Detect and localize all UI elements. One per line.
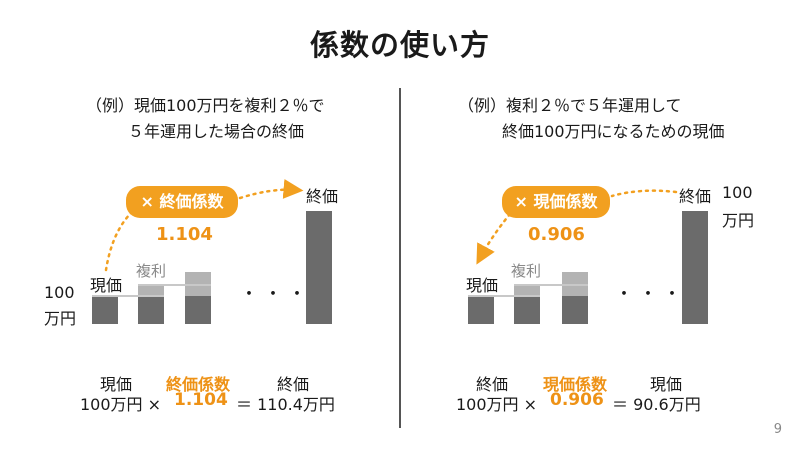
right-formula-bottom-mid: 0.906 [550,390,604,410]
left-start-amount-line2: 万円 [44,309,77,328]
right-pill-label: 現価係数 [533,192,598,211]
right-label-current: 現価 [466,276,499,295]
right-formula-top-right: 現価 [650,375,683,394]
right-bar-final [682,211,708,324]
right-example-line1: （例）複利２％で５年運用して [458,96,682,115]
left-formula-bottom-mid: 1.104 [174,390,228,410]
left-formula-bottom-left: 100万円 × [80,395,162,414]
right-end-amount-line2: 万円 [722,211,755,230]
left-label-final: 終価 [306,187,339,206]
right-formula-bottom-right: ＝ 90.6万円 [612,395,701,414]
left-coefficient-pill: × 終価係数 [126,186,238,218]
left-bar-year1-interest [138,285,164,296]
right-formula-top-left: 終価 [476,375,509,394]
left-formula-top-left: 現価 [100,375,133,394]
left-baseline-guide-1 [92,295,164,297]
left-formula-bottom-right: ＝ 110.4万円 [236,395,335,414]
left-formula-top-mid: 終価係数 [166,375,231,394]
left-bar-year0 [92,296,118,324]
page-number: 9 [773,422,782,437]
right-baseline-guide-1 [468,295,540,297]
right-arrow-to-current [476,212,512,265]
right-coefficient-pill: × 現価係数 [502,186,610,218]
left-formula-top-right: 終価 [277,375,310,394]
right-coefficient-value: 0.906 [528,224,585,245]
right-label-compound: 複利 [511,262,542,280]
left-bar-year1-principal [138,296,164,324]
right-bar-year2-principal [562,296,588,324]
right-bar-year0 [468,296,494,324]
left-example-line1: （例）現価100万円を複利２％で [86,96,325,115]
page-title: 係数の使い方 [309,28,490,62]
left-coefficient-value: 1.104 [156,224,213,245]
right-bar-year1-principal [514,296,540,324]
multiply-icon: × [514,192,528,211]
right-ellipsis: ・・・ [615,284,687,305]
left-baseline-guide-2 [138,284,211,286]
left-ellipsis: ・・・ [240,284,312,305]
right-end-amount-line1: 100 [722,183,753,202]
right-label-final: 終価 [679,187,712,206]
left-example-line2: ５年運用した場合の終価 [128,122,305,141]
right-formula-bottom-left: 100万円 × [456,395,538,414]
left-label-current: 現価 [90,276,123,295]
left-bar-year2-principal [185,296,211,324]
multiply-icon: × [140,192,154,211]
center-divider [399,88,401,428]
left-bar-final [306,211,332,324]
right-baseline-guide-2 [514,284,588,286]
left-label-compound: 複利 [136,262,167,280]
right-arrow-from-final [610,189,678,198]
left-start-amount-line1: 100 [44,283,75,302]
right-bar-year1-interest [514,285,540,296]
left-arrow-up [104,210,134,272]
right-example-line2: 終価100万円になるための現価 [502,122,725,141]
right-formula-top-mid: 現価係数 [543,375,608,394]
left-arrow-to-final [238,178,304,200]
left-pill-label: 終価係数 [159,192,224,211]
